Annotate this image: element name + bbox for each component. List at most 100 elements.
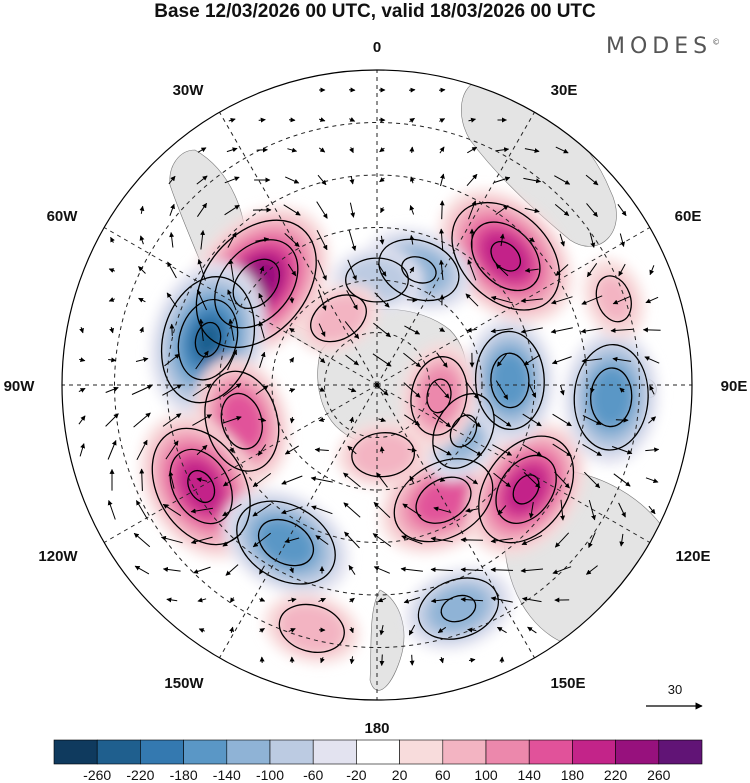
anomaly-contour xyxy=(573,343,649,451)
wind-vector xyxy=(522,443,542,457)
wind-vector xyxy=(289,567,294,574)
wind-vector xyxy=(490,295,513,304)
wind-vector xyxy=(347,259,357,281)
anomaly-shading xyxy=(440,594,477,623)
wind-vectors xyxy=(78,87,661,666)
wind-vector xyxy=(317,174,327,186)
wind-vector xyxy=(495,205,509,215)
map-disc xyxy=(62,70,692,700)
wind-vector xyxy=(133,532,151,548)
colorbar-label: -180 xyxy=(170,767,198,783)
wind-vector xyxy=(520,568,544,574)
lon-label-150e: 150E xyxy=(550,675,585,692)
wind-vector xyxy=(462,412,482,428)
wind-vector xyxy=(432,444,452,456)
wind-vector xyxy=(490,567,514,573)
wind-vector xyxy=(349,627,354,634)
colorbar-swatch xyxy=(485,739,530,765)
anomaly-contour xyxy=(417,577,500,640)
wind-vector xyxy=(78,357,86,363)
wind-vector xyxy=(439,146,445,154)
new-zealand-land xyxy=(369,589,405,691)
wind-vector xyxy=(582,415,602,425)
anomaly-contour xyxy=(401,256,437,284)
wind-vector xyxy=(258,292,266,307)
wind-vector xyxy=(198,628,205,633)
colorbar-swatch xyxy=(312,739,357,765)
modes-logo: MODES© xyxy=(606,34,720,59)
wind-vector xyxy=(139,235,145,245)
colorbar-swatch xyxy=(572,739,616,765)
wind-vector xyxy=(108,297,115,302)
wind-vector xyxy=(284,445,299,455)
wind-vector xyxy=(559,233,565,247)
wind-vector xyxy=(552,413,572,427)
wind-vector xyxy=(162,384,183,396)
wind-vector xyxy=(465,507,479,513)
wind-vector xyxy=(259,565,265,575)
map-border xyxy=(61,69,693,701)
wind-vector xyxy=(465,293,479,307)
wind-vector xyxy=(375,384,389,396)
wind-vector xyxy=(580,327,603,334)
anomaly-shading xyxy=(194,321,222,358)
wind-vector xyxy=(226,147,238,153)
wind-vector xyxy=(311,505,333,515)
wind-vector xyxy=(284,233,300,247)
wind-vector xyxy=(404,325,421,335)
wind-vector xyxy=(618,502,626,518)
wind-vector xyxy=(343,502,361,518)
wind-vector xyxy=(348,229,357,251)
wind-vector xyxy=(409,654,415,666)
wind-vector xyxy=(581,295,603,305)
anomaly-contour xyxy=(490,352,530,409)
wind-vector xyxy=(460,567,484,573)
wind-vector xyxy=(559,384,565,396)
wind-vector xyxy=(347,387,357,393)
colorbar-label: -220 xyxy=(126,767,154,783)
wind-vector xyxy=(467,146,478,154)
colorbar-label: 140 xyxy=(518,767,542,783)
colorbar-swatch xyxy=(528,739,573,765)
anomaly-contour xyxy=(590,367,633,428)
wind-vector xyxy=(318,356,326,364)
wind-vector xyxy=(190,536,213,545)
wind-vector xyxy=(523,177,542,184)
wind-vector xyxy=(196,289,208,311)
wind-vector xyxy=(222,473,241,487)
wind-vector xyxy=(136,439,148,461)
lon-label-120e: 120E xyxy=(675,548,710,565)
colorbar-swatch xyxy=(269,739,314,765)
wind-vector xyxy=(343,472,361,488)
wind-vector xyxy=(196,444,208,456)
lon-label-90w: 90W xyxy=(4,378,36,395)
wind-vector xyxy=(138,297,146,303)
wind-vector xyxy=(288,628,296,633)
wind-vector xyxy=(524,267,539,273)
wind-vector xyxy=(373,566,390,574)
wind-vector xyxy=(467,627,477,633)
wind-vector xyxy=(586,203,598,217)
wind-vector xyxy=(289,388,296,393)
wind-vector xyxy=(430,536,453,543)
wind-vector xyxy=(227,349,237,371)
wind-vector xyxy=(287,263,297,277)
wind-vector xyxy=(131,385,153,395)
wind-vector xyxy=(409,176,415,184)
wind-vector xyxy=(560,499,566,521)
wind-vector xyxy=(373,502,391,518)
wind-vector xyxy=(645,477,659,483)
wind-vector xyxy=(403,597,420,604)
lon-label-0: 0 xyxy=(373,39,381,56)
colorbar-label: 20 xyxy=(392,767,408,783)
wind-vector xyxy=(527,626,537,634)
wind-vector xyxy=(439,200,445,220)
wind-vector xyxy=(349,597,355,603)
wind-vector xyxy=(468,657,476,663)
wind-vector xyxy=(379,624,385,636)
colorbar-swatch xyxy=(442,739,487,765)
wind-vector xyxy=(259,627,265,633)
wind-vector xyxy=(169,203,175,216)
wind-vector xyxy=(374,292,390,308)
latitude-circle xyxy=(219,227,535,543)
